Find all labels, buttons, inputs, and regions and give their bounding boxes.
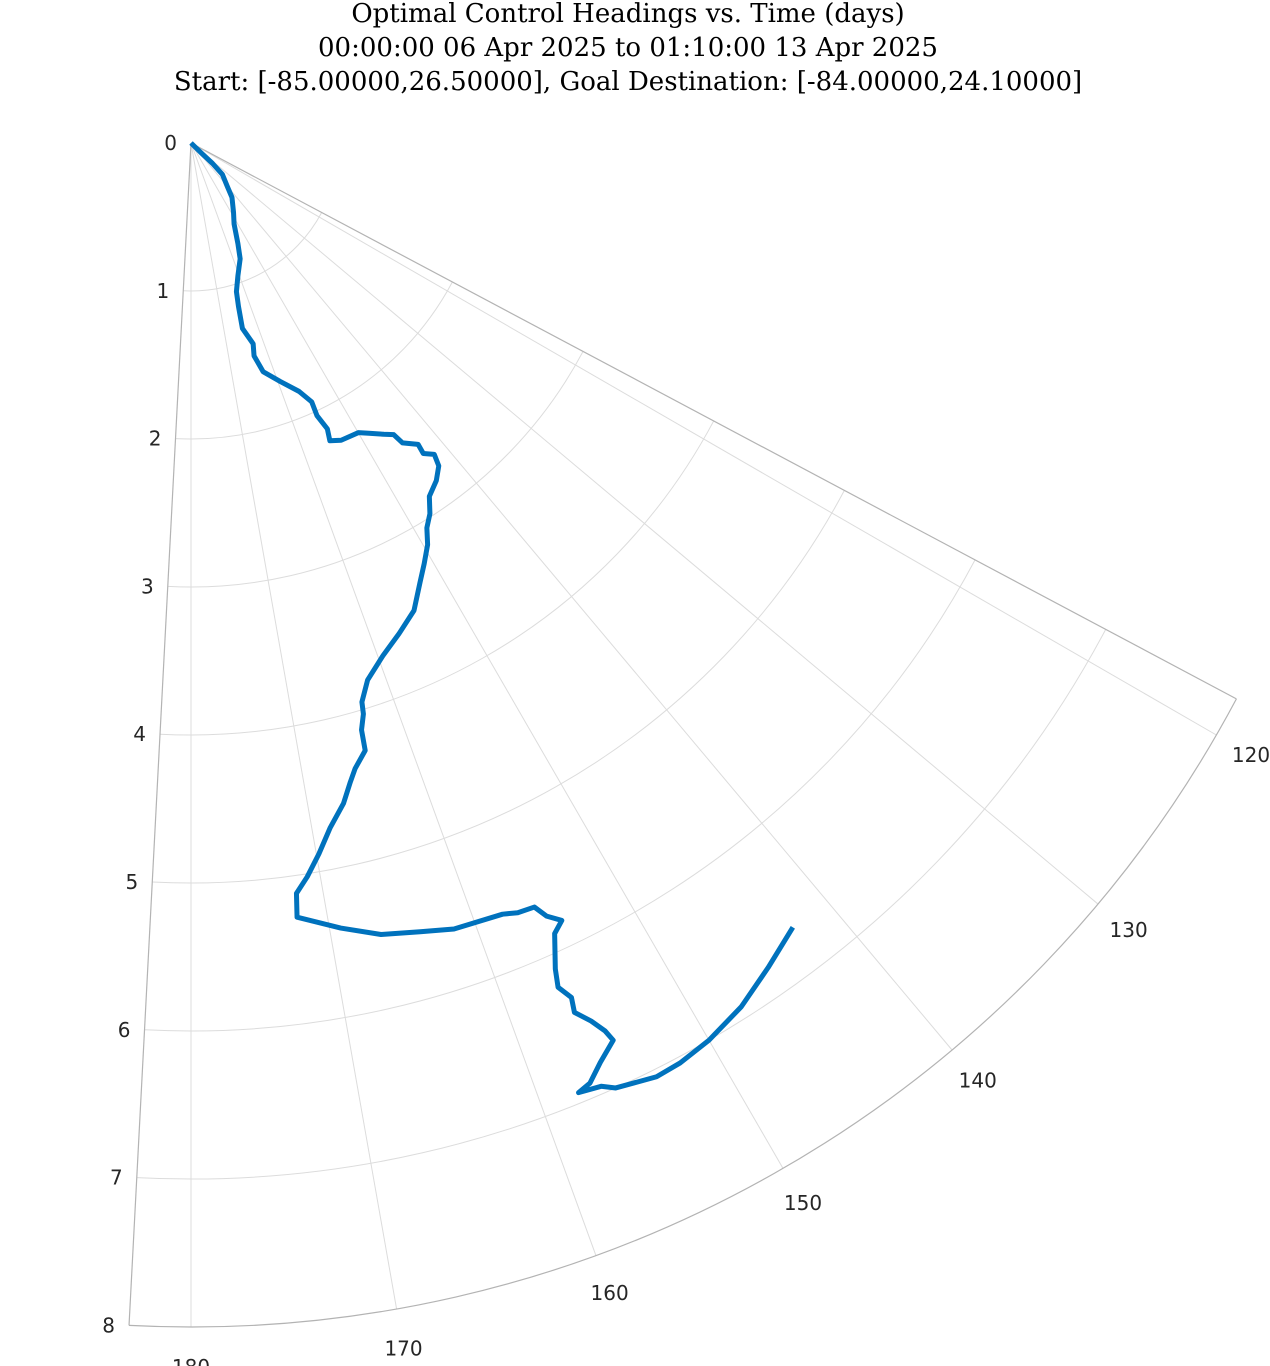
r-grid-arc bbox=[144, 559, 976, 1032]
theta-grid-spoke bbox=[190, 142, 597, 1256]
r-grid-arc bbox=[183, 212, 323, 292]
theta-grid-spoke bbox=[190, 142, 953, 1051]
r-tick-label: 5 bbox=[126, 870, 139, 894]
r-tick-label: 0 bbox=[164, 131, 177, 155]
r-grid-arc bbox=[159, 420, 715, 736]
theta-tick-label: 180 bbox=[172, 1355, 210, 1366]
r-tick-label: 1 bbox=[157, 279, 170, 303]
outer-frame-arc bbox=[128, 698, 1237, 1328]
heading-trajectory-line bbox=[189, 141, 795, 1096]
theta-tick-label: 130 bbox=[1110, 918, 1148, 942]
r-grid-arc bbox=[152, 490, 845, 884]
r-tick-label: 6 bbox=[118, 1018, 131, 1042]
r-tick-label: 4 bbox=[133, 722, 146, 746]
r-tick-label: 2 bbox=[149, 427, 162, 451]
r-grid-arc bbox=[167, 351, 584, 588]
r-grid-arc bbox=[136, 629, 1107, 1180]
frame-edge bbox=[190, 142, 1237, 700]
theta-tick-label: 150 bbox=[784, 1191, 822, 1215]
r-tick-label: 8 bbox=[102, 1313, 115, 1337]
title-line-2: 00:00:00 06 Apr 2025 to 01:10:00 13 Apr … bbox=[318, 33, 938, 63]
chart-title: Optimal Control Headings vs. Time (days)… bbox=[174, 0, 1082, 97]
angular-tick-labels: 120 130 140 150 160 170 180 bbox=[172, 743, 1270, 1366]
theta-tick-label: 120 bbox=[1232, 743, 1270, 767]
r-tick-label: 3 bbox=[141, 574, 154, 598]
theta-grid-spoke bbox=[190, 142, 1217, 736]
trajectory-series bbox=[189, 141, 795, 1096]
theta-tick-label: 170 bbox=[384, 1336, 422, 1360]
r-tick-label: 7 bbox=[110, 1166, 123, 1190]
title-line-1: Optimal Control Headings vs. Time (days) bbox=[351, 0, 904, 29]
r-grid-arc bbox=[175, 281, 453, 440]
polar-frame bbox=[128, 142, 1237, 1328]
theta-grid-spoke bbox=[190, 142, 784, 1169]
theta-grid-spoke bbox=[190, 142, 1099, 905]
title-line-3: Start: [-85.00000,26.50000], Goal Destin… bbox=[174, 67, 1082, 97]
theta-grid-spoke bbox=[190, 142, 398, 1310]
polar-grid bbox=[136, 142, 1217, 1327]
radial-tick-labels: 0 1 2 3 4 5 6 7 8 bbox=[102, 131, 177, 1337]
frame-edge bbox=[128, 142, 192, 1326]
theta-tick-label: 140 bbox=[959, 1069, 997, 1093]
theta-tick-label: 160 bbox=[591, 1281, 629, 1305]
